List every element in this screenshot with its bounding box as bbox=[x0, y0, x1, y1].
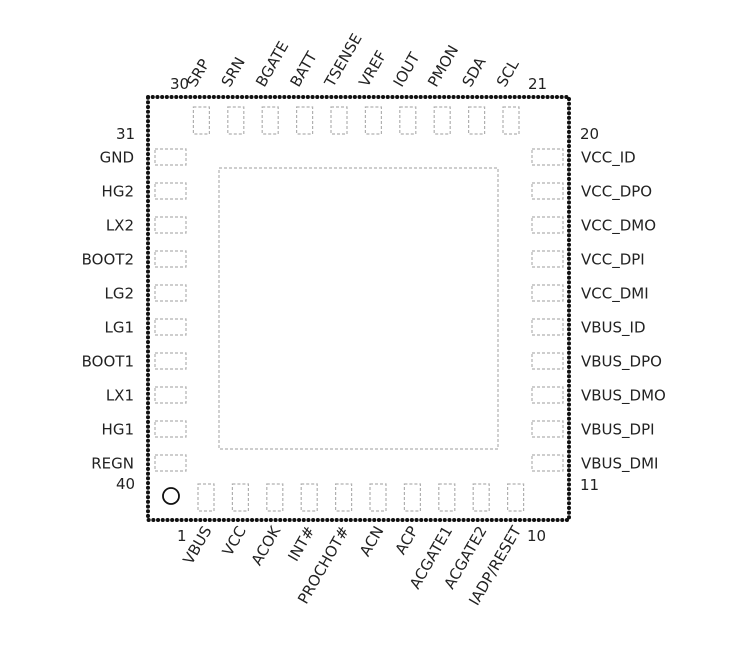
pin-pad-vbus bbox=[197, 483, 215, 512]
pin-pad-lg1 bbox=[154, 318, 187, 336]
pin-pad-hg1 bbox=[154, 420, 187, 438]
pin-number-10: 10 bbox=[527, 527, 546, 545]
pin-pad-vref bbox=[364, 106, 382, 135]
pin-label-vcc-dpi: VCC_DPI bbox=[581, 251, 645, 270]
pin-label-hg2: HG2 bbox=[102, 183, 134, 201]
pin-pad-vbus-dpo bbox=[531, 352, 564, 370]
pin-label-int: INT# bbox=[284, 523, 318, 564]
pin-label-vcc-id: VCC_ID bbox=[581, 149, 636, 168]
pin-label-boot2: BOOT2 bbox=[82, 251, 134, 269]
pin-pad-vcc-id bbox=[531, 148, 564, 166]
pin-label-vbus-dmo: VBUS_DMO bbox=[581, 387, 666, 406]
pin-pad-lg2 bbox=[154, 284, 187, 302]
pin-pad-vbus-dpi bbox=[531, 420, 564, 438]
pin-label-vcc-dmo: VCC_DMO bbox=[581, 217, 656, 236]
pin-pad-scl bbox=[502, 106, 520, 135]
pin-pad-gnd bbox=[154, 148, 187, 166]
pin-label-lg2: LG2 bbox=[104, 285, 134, 303]
pin-label-vbus-dmi: VBUS_DMI bbox=[581, 455, 658, 474]
pin-pad-vcc-dmo bbox=[531, 216, 564, 234]
pin-label-gnd: GND bbox=[100, 149, 134, 167]
pin-label-srn: SRN bbox=[218, 54, 249, 90]
pin-pad-acgate2 bbox=[472, 483, 490, 512]
pin-number-31: 31 bbox=[116, 125, 135, 143]
pin-number-21: 21 bbox=[528, 75, 547, 93]
pin-pad-lx2 bbox=[154, 216, 187, 234]
pin-pads bbox=[154, 106, 564, 512]
pin-label-lg1: LG1 bbox=[104, 319, 134, 337]
pin-label-vcc-dmi: VCC_DMI bbox=[581, 285, 649, 304]
pin-pad-prochot bbox=[335, 483, 353, 512]
pin-pad-tsense bbox=[330, 106, 348, 135]
pin-label-vbus-dpi: VBUS_DPI bbox=[581, 421, 655, 440]
pin-pad-vbus-id bbox=[531, 318, 564, 336]
pin-pad-pmon bbox=[433, 106, 451, 135]
pin-label-vcc: VCC bbox=[219, 523, 250, 559]
package-outline bbox=[146, 95, 571, 522]
pin-pad-boot1 bbox=[154, 352, 187, 370]
pin-pad-regn bbox=[154, 454, 187, 472]
pin-pad-srp bbox=[192, 106, 210, 135]
pin-label-acok: ACOK bbox=[248, 522, 285, 568]
pin-number-1: 1 bbox=[177, 527, 187, 545]
pin-label-vbus-dpo: VBUS_DPO bbox=[581, 353, 662, 372]
pin-number-20: 20 bbox=[580, 125, 599, 143]
pin-pad-acp bbox=[403, 483, 421, 512]
pin-pad-bgate bbox=[261, 106, 279, 135]
pin-pad-hg2 bbox=[154, 182, 187, 200]
pin-label-lx1: LX1 bbox=[106, 387, 134, 405]
pin-label-hg1: HG1 bbox=[102, 421, 134, 439]
pin-pad-acok bbox=[266, 483, 284, 512]
pin-label-pmon: PMON bbox=[424, 42, 462, 90]
pin-label-boot1: BOOT1 bbox=[82, 353, 134, 371]
pin-pad-acn bbox=[369, 483, 387, 512]
pin-number-30: 30 bbox=[170, 75, 189, 93]
pin-label-acp: ACP bbox=[392, 523, 422, 558]
pin-label-lx2: LX2 bbox=[106, 217, 134, 235]
pin-pad-sda bbox=[468, 106, 486, 135]
pin-label-acn: ACN bbox=[356, 523, 387, 559]
pin-pad-vcc-dpi bbox=[531, 250, 564, 268]
pin-pad-lx1 bbox=[154, 386, 187, 404]
pin-pad-iadp-reset bbox=[507, 483, 525, 512]
pin-pad-vbus-dmo bbox=[531, 386, 564, 404]
pin-label-vref: VREF bbox=[355, 47, 390, 90]
pin-pad-acgate1 bbox=[438, 483, 456, 512]
pin-label-batt: BATT bbox=[286, 48, 321, 90]
pin-label-vbus-id: VBUS_ID bbox=[581, 319, 646, 338]
pin-label-iout: IOUT bbox=[390, 49, 424, 90]
pin-label-vcc-dpo: VCC_DPO bbox=[581, 183, 652, 202]
pin-number-11: 11 bbox=[580, 476, 599, 494]
thermal-pad bbox=[218, 167, 499, 450]
pin-pad-vcc-dpo bbox=[531, 182, 564, 200]
pin-pad-vcc bbox=[231, 483, 249, 512]
pin1-indicator bbox=[162, 487, 180, 505]
pin-label-bgate: BGATE bbox=[252, 38, 292, 90]
pin-pad-vbus-dmi bbox=[531, 454, 564, 472]
pin-pad-srn bbox=[227, 106, 245, 135]
pin-pad-batt bbox=[296, 106, 314, 135]
pin-label-regn: REGN bbox=[91, 455, 134, 473]
pin-pad-boot2 bbox=[154, 250, 187, 268]
pin-pad-iout bbox=[399, 106, 417, 135]
pin-number-40: 40 bbox=[116, 475, 135, 493]
pin-pad-vcc-dmi bbox=[531, 284, 564, 302]
pin-pad-int bbox=[300, 483, 318, 512]
pin-label-sda: SDA bbox=[458, 53, 489, 90]
pin-label-scl: SCL bbox=[493, 56, 523, 90]
